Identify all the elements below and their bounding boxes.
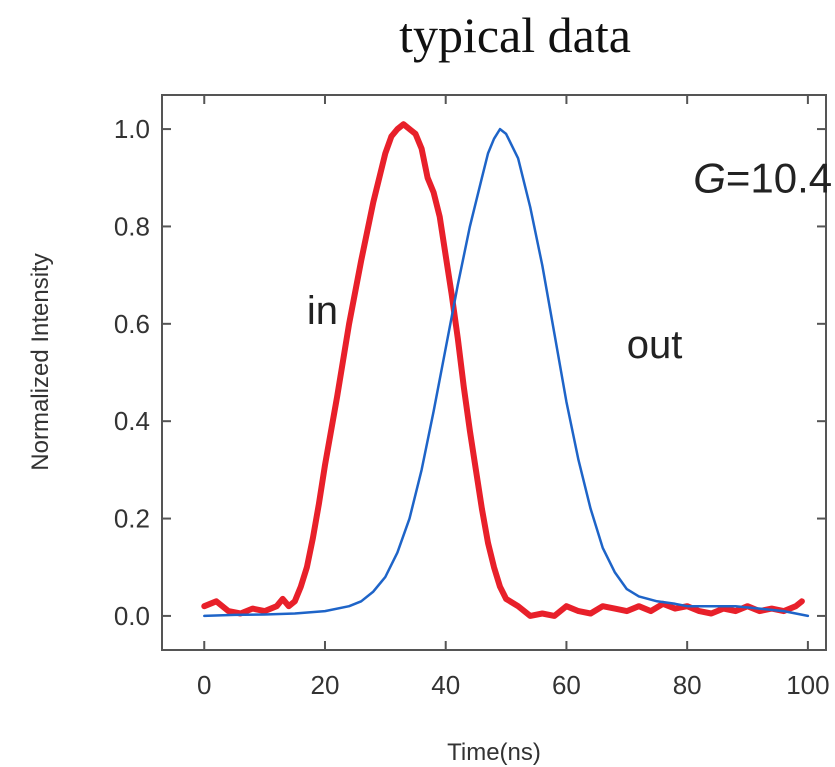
gain-value: =10.4 — [726, 154, 832, 201]
chart-title: typical data — [399, 7, 631, 63]
y-tick-label: 0.6 — [114, 309, 150, 339]
gain-symbol: G — [693, 154, 726, 201]
annotation-in: in — [307, 289, 338, 333]
x-tick-label: 80 — [673, 670, 702, 700]
y-axis-label: Normalized Intensity — [27, 253, 54, 470]
x-tick-label: 20 — [311, 670, 340, 700]
y-tick-label: 1.0 — [114, 114, 150, 144]
annotation-out: out — [627, 323, 683, 367]
series-line-1 — [203, 127, 810, 618]
series-line-0 — [201, 121, 805, 619]
plot-frame — [161, 94, 827, 651]
y-tick-label: 0.4 — [114, 406, 150, 436]
x-tick-label: 100 — [786, 670, 829, 700]
x-tick-label: 40 — [431, 670, 460, 700]
x-axis-label: Time(ns) — [447, 739, 541, 766]
y-tick-label: 0.0 — [114, 601, 150, 631]
x-tick-label: 0 — [197, 670, 211, 700]
gain-label: G=10.4 — [693, 154, 832, 201]
axis-ticks — [162, 95, 826, 650]
y-tick-label: 0.8 — [114, 211, 150, 241]
y-tick-label: 0.2 — [114, 504, 150, 534]
tick-labels: 0 20 40 60 80 100 0.0 0.2 0.4 0.6 0.8 1.0 — [114, 114, 830, 700]
series-layer — [201, 121, 810, 619]
x-tick-label: 60 — [552, 670, 581, 700]
